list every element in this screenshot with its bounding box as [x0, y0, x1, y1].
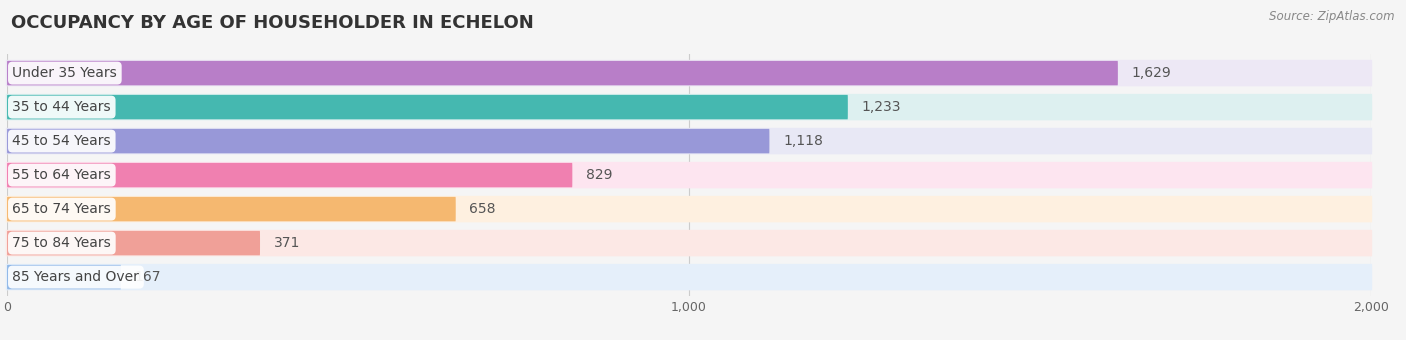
- Text: 45 to 54 Years: 45 to 54 Years: [13, 134, 111, 148]
- FancyBboxPatch shape: [6, 60, 1372, 86]
- FancyBboxPatch shape: [6, 162, 1372, 188]
- Text: 1,233: 1,233: [862, 100, 901, 114]
- FancyBboxPatch shape: [6, 196, 1372, 222]
- Text: 829: 829: [586, 168, 613, 182]
- FancyBboxPatch shape: [6, 230, 1372, 256]
- Text: 35 to 44 Years: 35 to 44 Years: [13, 100, 111, 114]
- FancyBboxPatch shape: [7, 265, 121, 289]
- FancyBboxPatch shape: [7, 129, 769, 153]
- Text: Under 35 Years: Under 35 Years: [13, 66, 117, 80]
- Text: 1,629: 1,629: [1132, 66, 1171, 80]
- FancyBboxPatch shape: [7, 61, 1118, 85]
- Text: 1,118: 1,118: [783, 134, 823, 148]
- Text: 167: 167: [135, 270, 162, 284]
- FancyBboxPatch shape: [6, 264, 1372, 290]
- FancyBboxPatch shape: [7, 231, 260, 255]
- FancyBboxPatch shape: [7, 95, 848, 119]
- Text: 371: 371: [274, 236, 299, 250]
- FancyBboxPatch shape: [6, 128, 1372, 154]
- Text: 65 to 74 Years: 65 to 74 Years: [13, 202, 111, 216]
- FancyBboxPatch shape: [6, 94, 1372, 120]
- Text: 658: 658: [470, 202, 496, 216]
- Text: 55 to 64 Years: 55 to 64 Years: [13, 168, 111, 182]
- Text: Source: ZipAtlas.com: Source: ZipAtlas.com: [1270, 10, 1395, 23]
- FancyBboxPatch shape: [7, 163, 572, 187]
- FancyBboxPatch shape: [7, 197, 456, 221]
- Text: 75 to 84 Years: 75 to 84 Years: [13, 236, 111, 250]
- Text: 85 Years and Over: 85 Years and Over: [13, 270, 139, 284]
- Text: OCCUPANCY BY AGE OF HOUSEHOLDER IN ECHELON: OCCUPANCY BY AGE OF HOUSEHOLDER IN ECHEL…: [11, 14, 534, 32]
